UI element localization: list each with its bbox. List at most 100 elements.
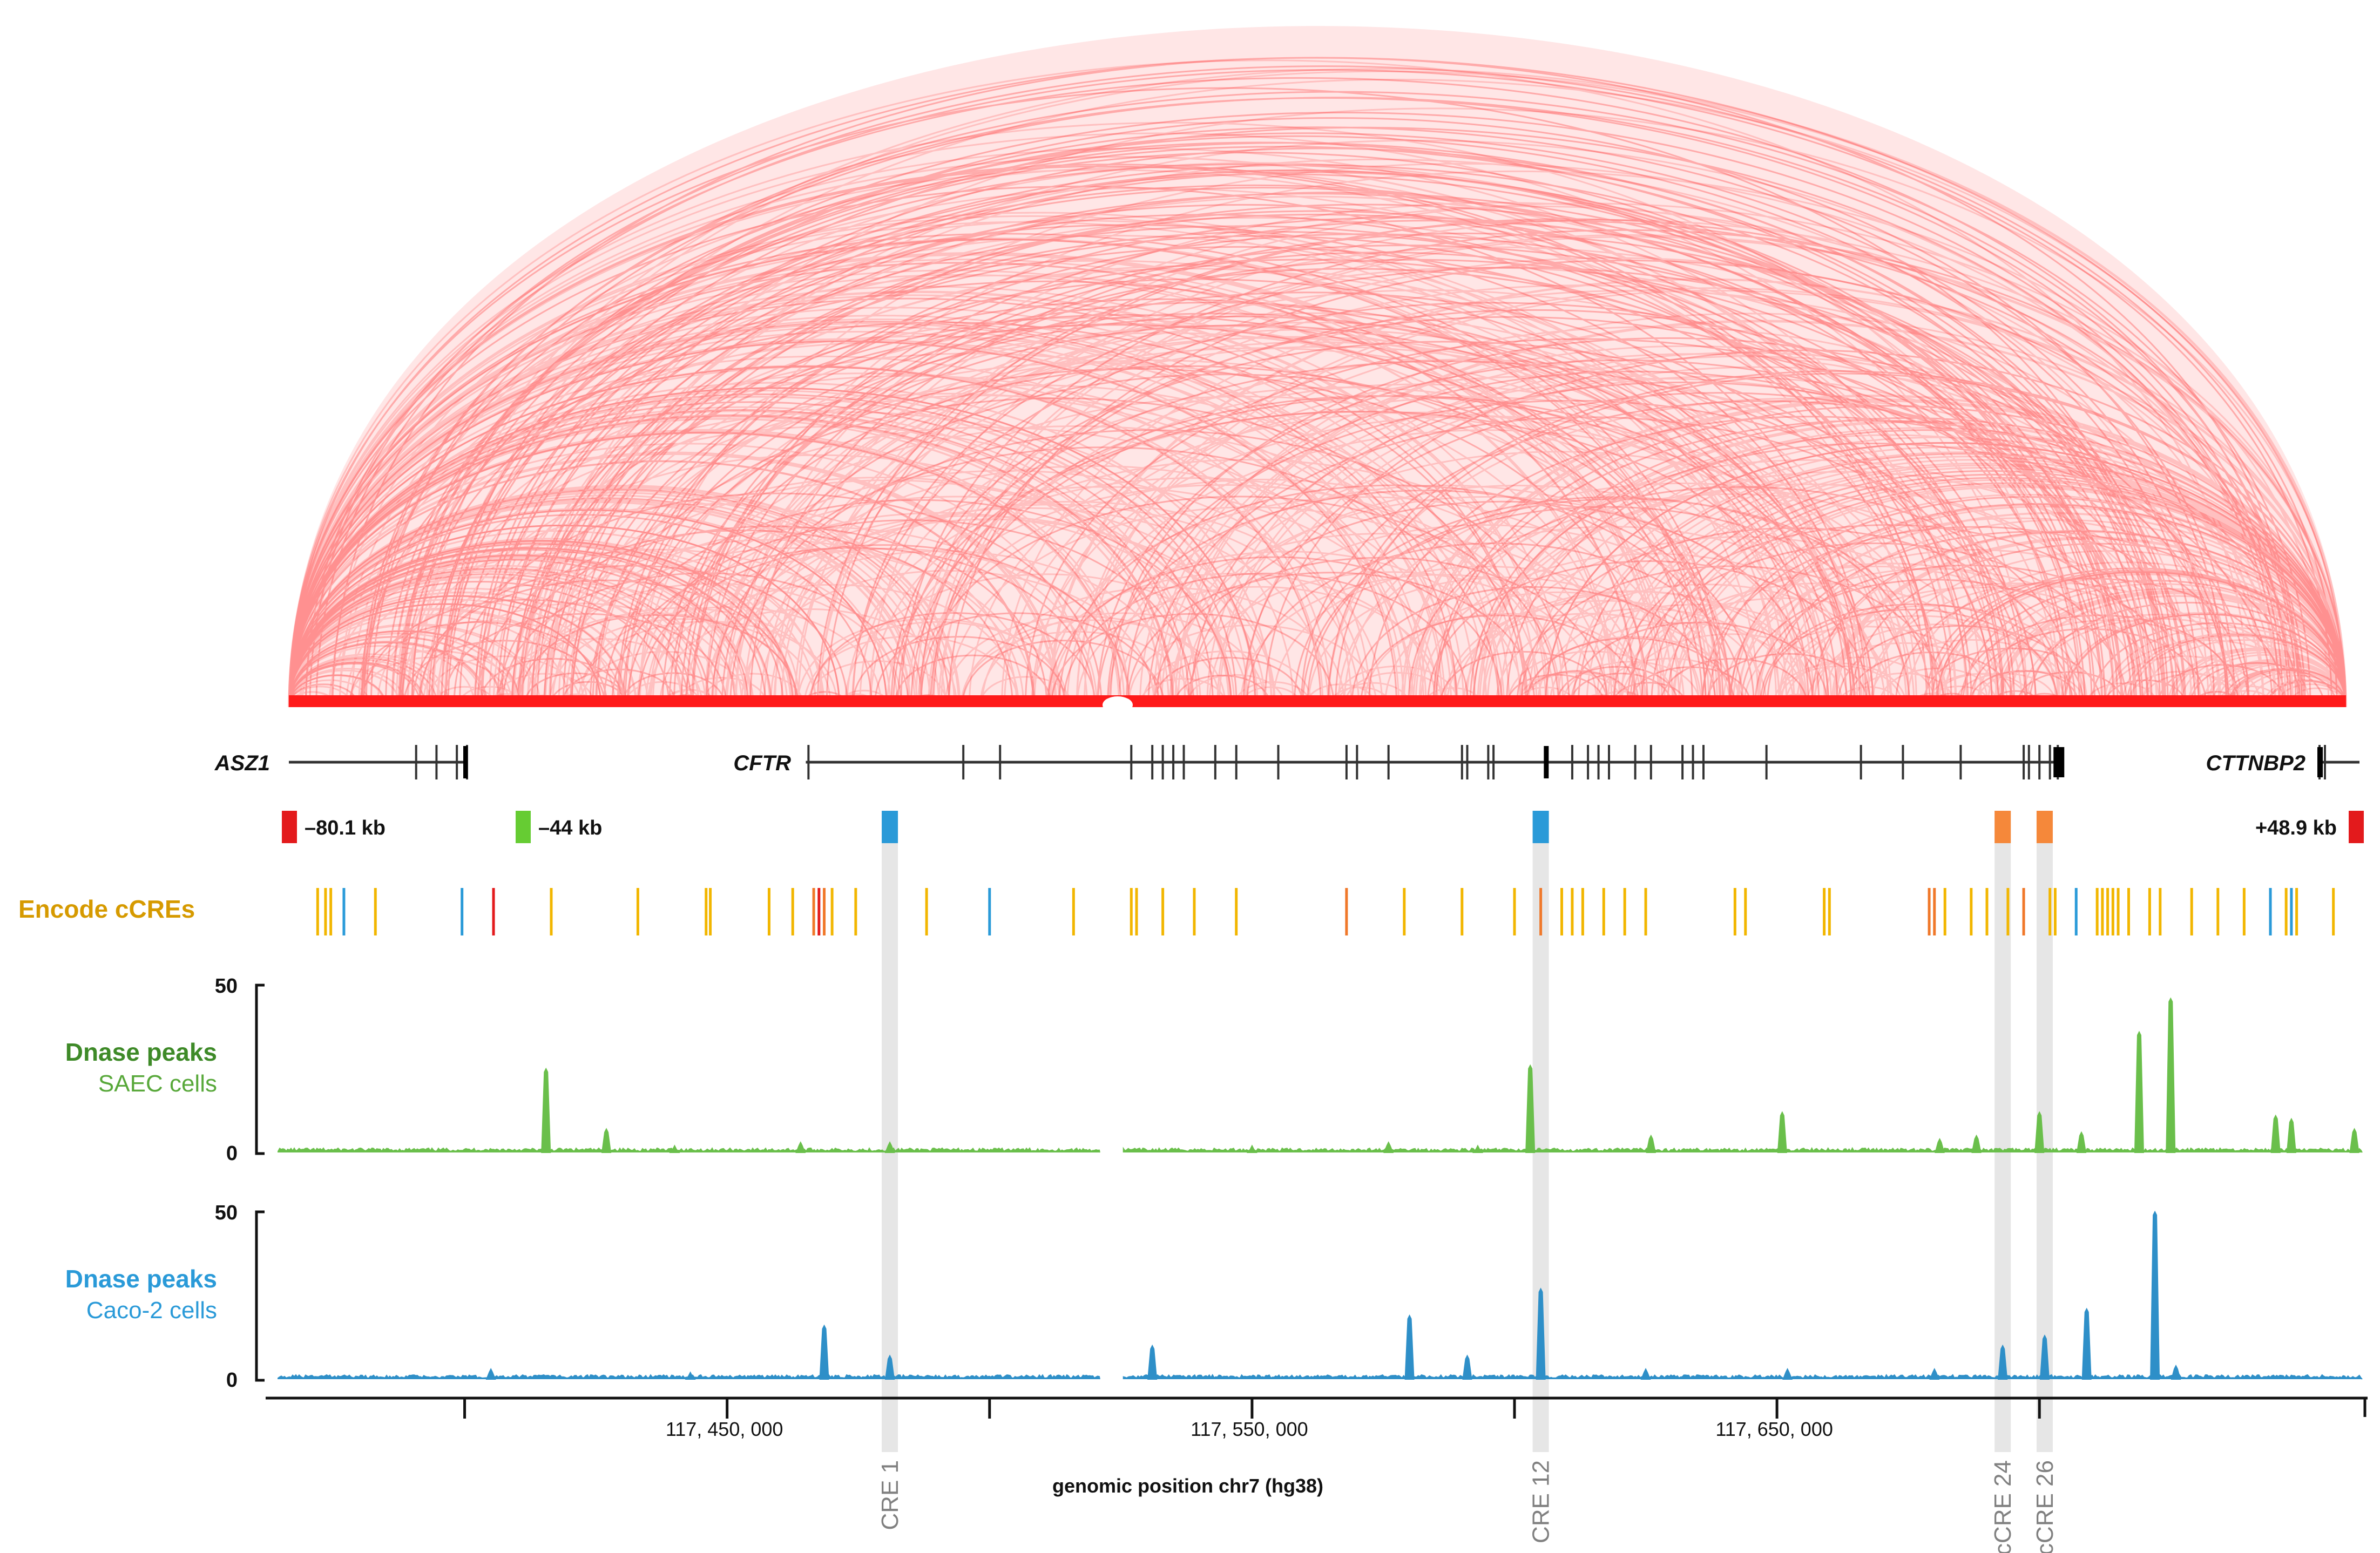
encode-ccres-label: Encode cCREs	[18, 895, 195, 923]
y-axis	[255, 984, 265, 1155]
y-tick-top: 50	[215, 1202, 238, 1224]
dnase-track-caco2: 50 0 Dnase peaks Caco-2 cells	[65, 1202, 2363, 1392]
signal-peak	[2034, 1111, 2045, 1153]
cre-marker-box	[2036, 811, 2053, 843]
track-label: Dnase peaks	[65, 1265, 217, 1293]
distance-marker: +48.9 kb	[2255, 811, 2364, 843]
cre-band	[882, 811, 898, 1452]
signal-peak	[1971, 1134, 1982, 1153]
cre-labels: CRE 1 CRE 12 cCRE 24 cCRE 26	[877, 1460, 2058, 1553]
signal-peak	[1646, 1134, 1656, 1153]
ccre-mark	[2269, 888, 2272, 935]
ccre-mark	[791, 888, 794, 935]
signal-peak	[2171, 1364, 2181, 1380]
ccre-mark	[2053, 888, 2057, 935]
signal-peak	[669, 1144, 680, 1153]
y-tick-bottom: 0	[226, 1369, 238, 1392]
distance-marker-box	[2349, 811, 2364, 843]
signal-peak	[1536, 1287, 1546, 1380]
signal-peak	[2076, 1131, 2087, 1153]
ccre-mark	[1733, 888, 1736, 935]
encode-ccre-track: Encode cCREs	[18, 888, 2335, 935]
cre-marker-box	[1532, 811, 1549, 843]
ccre-mark	[1928, 888, 1931, 935]
cre-marker-box	[1994, 811, 2011, 843]
ccre-mark	[817, 888, 821, 935]
ccre-mark	[342, 888, 346, 935]
ccre-mark	[2111, 888, 2114, 935]
signal-peak	[601, 1128, 612, 1153]
ccre-mark	[324, 888, 327, 935]
cre-label: cCRE 24	[1990, 1460, 2016, 1553]
signal-peak	[819, 1324, 829, 1380]
y-tick-bottom: 0	[226, 1142, 238, 1165]
ccre-mark	[2284, 888, 2288, 935]
ccre-mark	[1744, 888, 1747, 935]
ccre-mark	[2159, 888, 2162, 935]
signal-peak	[2150, 1210, 2160, 1380]
signal-peak	[1525, 1064, 1536, 1153]
ccre-mark	[2006, 888, 2010, 935]
ccre-mark	[1072, 888, 1075, 935]
ccre-mark	[823, 888, 826, 935]
ccre-mark	[1823, 888, 1826, 935]
ccre-mark	[925, 888, 928, 935]
ccre-mark	[1161, 888, 1165, 935]
dnase-track-saec: 50 0 Dnase peaks SAEC cells	[65, 975, 2363, 1165]
ccre-mark	[1970, 888, 1973, 935]
gene-asz1: ASZ1	[214, 745, 468, 779]
x-axis: genomic position chr7 (hg38) 117, 450, 0…	[266, 1396, 2368, 1497]
signal-peak	[1383, 1141, 1394, 1153]
signal-peak	[1929, 1368, 1940, 1380]
ccre-mark	[2332, 888, 2335, 935]
x-tick-label: 117, 550, 000	[1191, 1418, 1308, 1440]
distance-markers: –80.1 kb –44 kb +48.9 kb	[282, 811, 2364, 843]
ccre-mark	[1985, 888, 1989, 935]
ccre-mark	[2106, 888, 2109, 935]
ccre-mark	[830, 888, 834, 935]
ccre-mark	[767, 888, 770, 935]
ccre-mark	[812, 888, 815, 935]
ccre-mark	[1623, 888, 1626, 935]
signal-peak	[1462, 1354, 1472, 1380]
ccre-mark	[1602, 888, 1605, 935]
signal-peak	[2286, 1117, 2296, 1153]
track-label: Dnase peaks	[65, 1038, 217, 1066]
signal-peak	[485, 1368, 496, 1380]
ccre-mark	[854, 888, 857, 935]
ccre-mark	[2127, 888, 2130, 935]
ccre-mark	[2148, 888, 2151, 935]
arc-bundle-light	[288, 59, 2347, 708]
ccre-mark	[329, 888, 333, 935]
signal-peak	[1147, 1344, 1158, 1380]
ccre-mark	[1461, 888, 1464, 935]
ccre-mark	[2101, 888, 2104, 935]
x-tick-label: 117, 650, 000	[1715, 1418, 1833, 1440]
arc-envelope	[289, 26, 2346, 707]
signal-peak	[1998, 1344, 2008, 1380]
ccre-mark	[1933, 888, 1936, 935]
signal-peak	[2081, 1307, 2092, 1380]
y-tick-top: 50	[215, 975, 238, 998]
cre-highlight-bands	[882, 811, 2053, 1452]
ccre-mark	[1403, 888, 1406, 935]
gene-cftr: CFTR	[733, 745, 2065, 779]
ccre-mark	[1581, 888, 1584, 935]
ccre-mark	[1513, 888, 1516, 935]
x-axis-label: genomic position chr7 (hg38)	[1052, 1475, 1323, 1497]
ccre-mark	[1560, 888, 1563, 935]
ccre-mark	[2117, 888, 2120, 935]
signal-peak	[2039, 1334, 2050, 1380]
ccre-mark	[1571, 888, 1574, 935]
ccre-mark	[2095, 888, 2099, 935]
ccre-mark	[2295, 888, 2298, 935]
signal-peak	[541, 1067, 551, 1153]
ccre-mark	[550, 888, 553, 935]
signal-peak	[795, 1141, 806, 1153]
ccre-mark	[636, 888, 639, 935]
signal-peak	[2270, 1114, 2281, 1153]
ccre-mark	[1644, 888, 1647, 935]
ccre-mark	[2074, 888, 2078, 935]
track-sublabel: SAEC cells	[98, 1070, 217, 1097]
ccre-mark	[374, 888, 377, 935]
